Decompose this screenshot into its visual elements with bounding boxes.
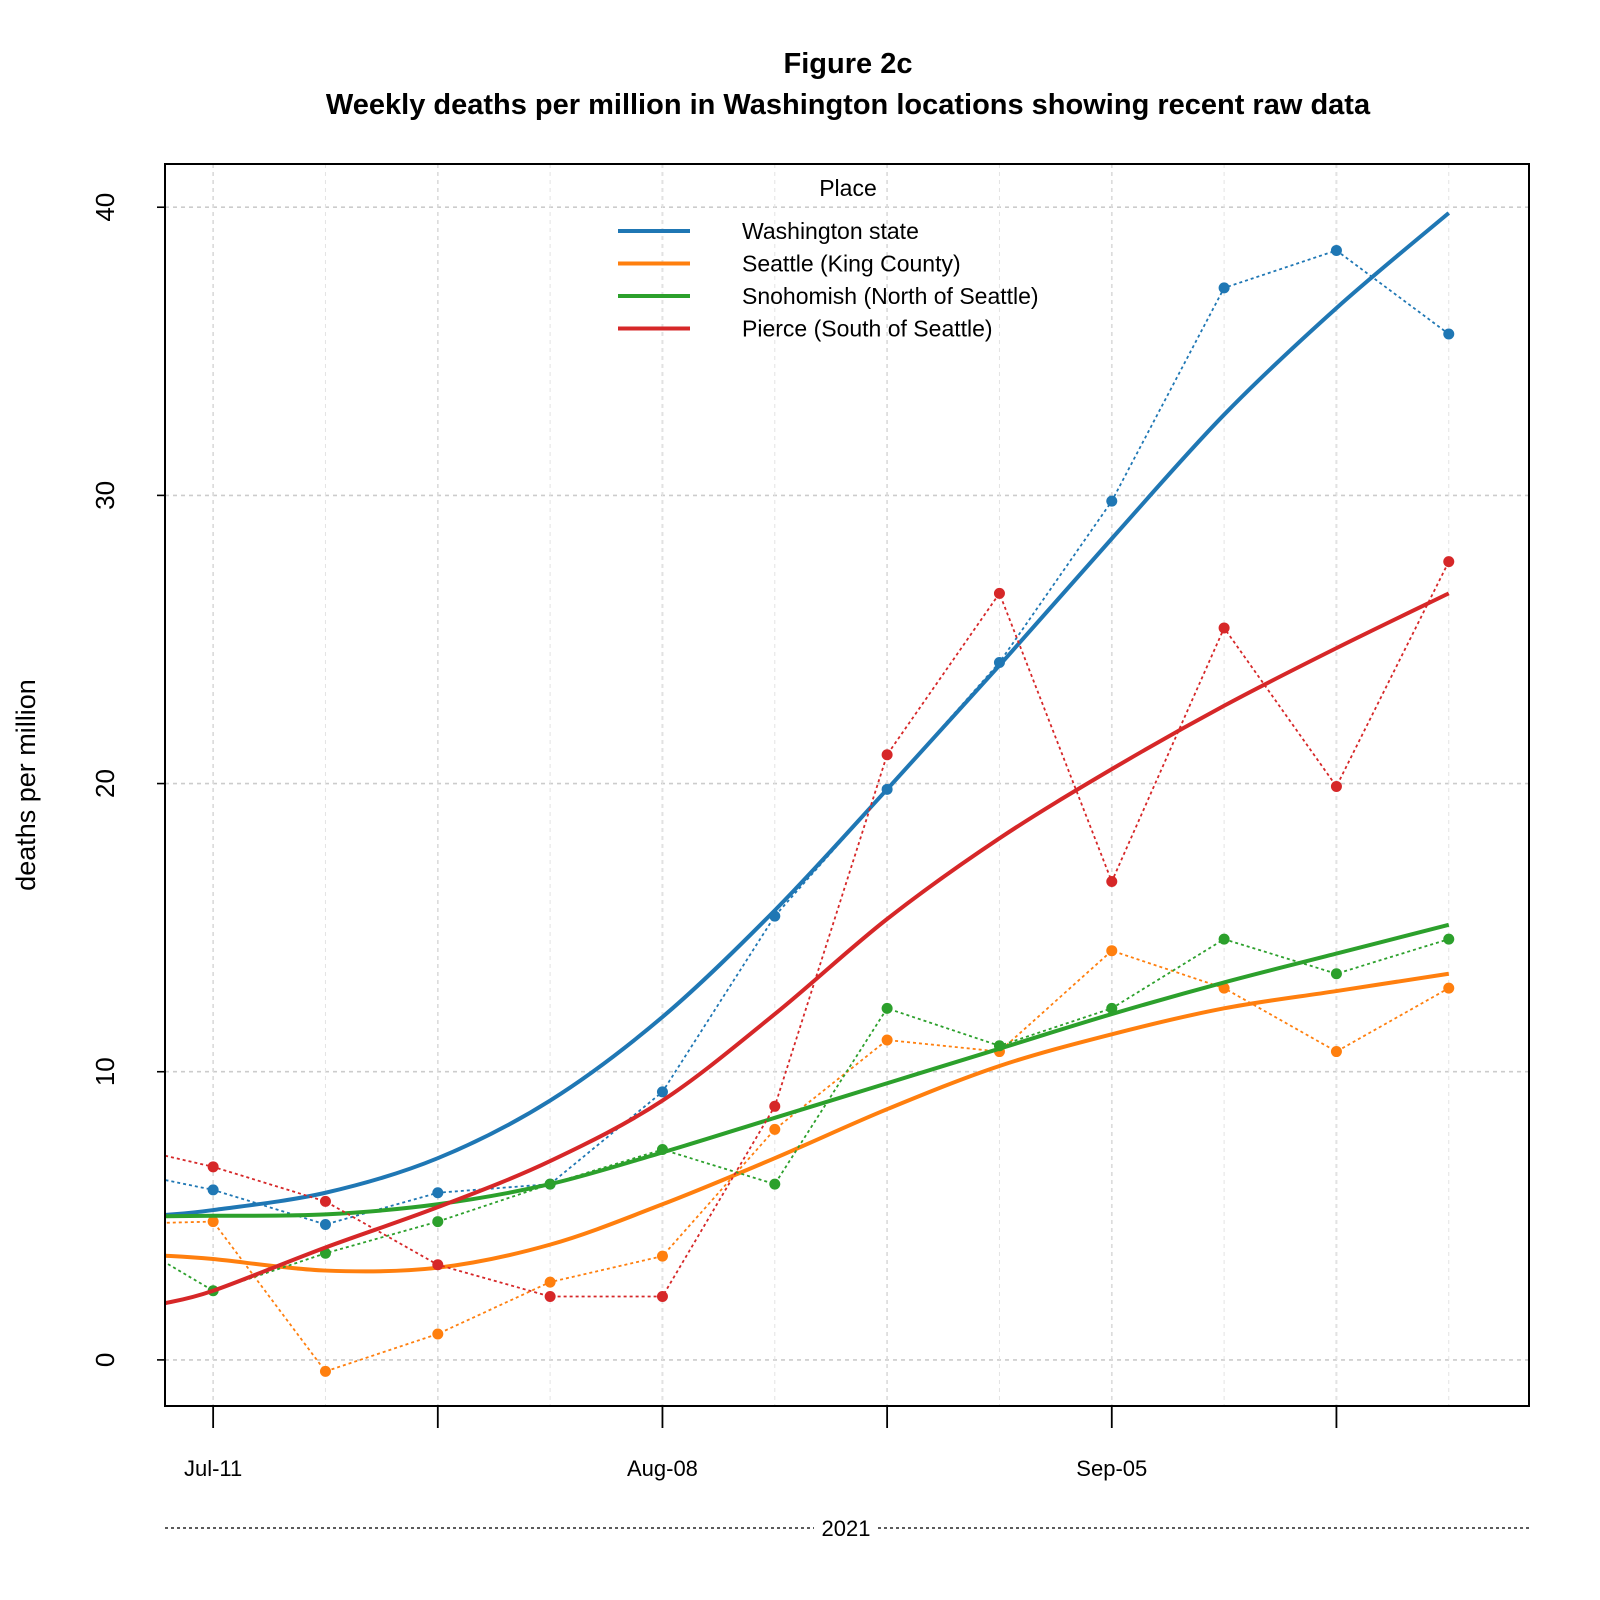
data-point xyxy=(319,1218,331,1230)
chart-subtitle: Weekly deaths per million in Washington … xyxy=(326,89,1371,121)
data-point xyxy=(1106,876,1118,888)
trend-line-1 xyxy=(165,971,1450,1274)
series-0 xyxy=(165,211,1455,1230)
data-point xyxy=(1106,1002,1118,1014)
y-axis-label: deaths per million xyxy=(11,679,41,891)
data-point xyxy=(1443,328,1455,340)
data-point xyxy=(656,1290,668,1302)
y-tick-label: 20 xyxy=(90,769,120,798)
data-point xyxy=(1330,780,1342,792)
trend-line-2 xyxy=(165,922,1450,1219)
data-point xyxy=(432,1216,444,1228)
data-point xyxy=(544,1290,556,1302)
x-axis-label: 2021 xyxy=(822,1516,871,1541)
series-layer xyxy=(165,211,1455,1377)
data-point xyxy=(881,1002,893,1014)
series-3 xyxy=(165,556,1455,1306)
legend-label: Washington state xyxy=(742,218,919,244)
trend-line-0 xyxy=(165,211,1451,1218)
data-point xyxy=(207,1161,219,1173)
data-point xyxy=(1218,933,1230,945)
data-point xyxy=(1106,495,1118,507)
data-point xyxy=(881,783,893,795)
data-point xyxy=(432,1259,444,1271)
y-tick-label: 40 xyxy=(90,193,120,222)
data-point xyxy=(1218,622,1230,634)
data-point xyxy=(993,657,1005,669)
data-point xyxy=(1330,968,1342,980)
y-tick-label: 10 xyxy=(90,1057,120,1086)
data-point xyxy=(1218,282,1230,294)
data-point xyxy=(769,1100,781,1112)
data-point xyxy=(881,749,893,761)
data-point xyxy=(207,1184,219,1196)
chart-title: Figure 2c xyxy=(784,48,913,80)
data-point xyxy=(1443,982,1455,994)
data-point xyxy=(656,1250,668,1262)
series-1 xyxy=(165,945,1455,1377)
data-point xyxy=(207,1216,219,1228)
trend-line-3 xyxy=(165,591,1450,1306)
data-point xyxy=(544,1276,556,1288)
data-point xyxy=(432,1328,444,1340)
data-point xyxy=(1330,244,1342,256)
data-point xyxy=(544,1178,556,1190)
data-point xyxy=(656,1144,668,1156)
data-point xyxy=(319,1195,331,1207)
plot-frame xyxy=(164,163,1530,1407)
legend-title: Place xyxy=(819,175,877,201)
data-point xyxy=(656,1086,668,1098)
data-point xyxy=(1443,933,1455,945)
legend-label: Pierce (South of Seattle) xyxy=(742,316,993,342)
data-point xyxy=(319,1365,331,1377)
x-tick-label: Jul-11 xyxy=(184,1456,242,1481)
legend-label: Seattle (King County) xyxy=(742,251,961,277)
data-point xyxy=(1218,982,1230,994)
data-point xyxy=(881,1034,893,1046)
data-point xyxy=(769,910,781,922)
axis-layer: 0 10 20 30 40 Jul-11 Aug-08 Sep-05 xyxy=(90,193,1338,1481)
legend: Place Washington state Seattle (King Count… xyxy=(618,175,1039,342)
legend-label: Snohomish (North of Seattle) xyxy=(742,283,1039,309)
data-point xyxy=(1106,945,1118,957)
data-point xyxy=(769,1123,781,1135)
data-point xyxy=(993,1040,1005,1052)
y-tick-label: 30 xyxy=(90,481,120,510)
data-point xyxy=(432,1187,444,1199)
y-tick-label: 0 xyxy=(90,1353,120,1367)
data-point xyxy=(1443,556,1455,568)
grid-layer xyxy=(165,164,1529,1406)
data-point xyxy=(769,1178,781,1190)
data-point xyxy=(993,587,1005,599)
x-tick-label: Aug-08 xyxy=(627,1456,698,1481)
data-point xyxy=(1330,1046,1342,1058)
x-tick-label: Sep-05 xyxy=(1076,1456,1147,1481)
